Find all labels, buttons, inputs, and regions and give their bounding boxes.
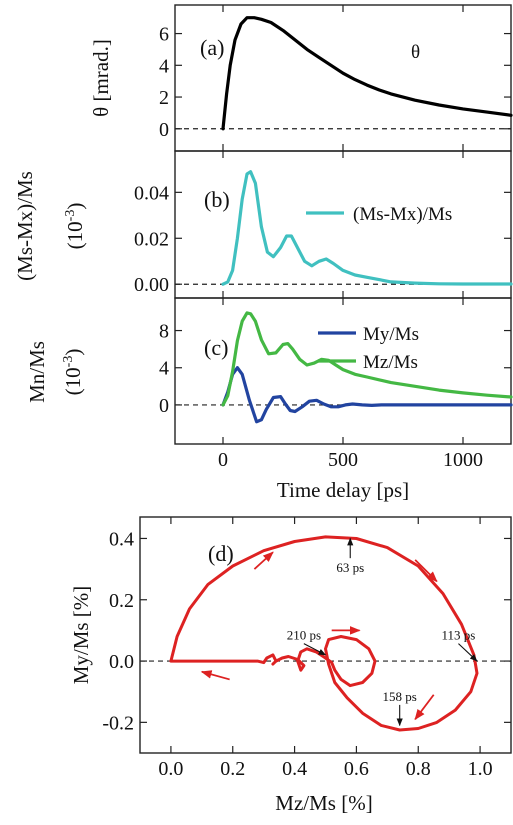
panel-d-series-trajectory-line [169,535,479,732]
panel-d-xtick-label-5: 1.0 [468,758,493,780]
panel-c-ytick-label-1: 4 [159,358,169,380]
panel-d-annotation-arrow-2 [303,643,327,656]
panel-a-series--line [221,16,513,131]
panel-a-ytick-label-2: 4 [159,55,169,77]
legend-my-text: My/Ms [363,324,419,345]
panel-d-direction-arrow-4 [200,670,230,681]
panel-d-direction-arrow-0 [253,551,274,570]
panel-d-ylabel: My/Ms [%] [69,586,93,685]
panel-c-series-mzms-line [221,311,513,407]
panel-a-ytick-label-1: 2 [159,87,169,109]
panel-a-ylabel: θ [mrad.] [89,39,113,117]
panel-d-annotation-2: 210 ps [287,628,321,643]
panel-d-annotation-1: 113 ps [442,628,476,643]
panel-c-xtick-label-0: 0 [218,449,228,471]
panel-d-frame [139,516,512,754]
panel-a-ytick-label-0: 0 [159,119,169,141]
panel-c-xtick-label-1: 500 [328,449,358,471]
panel-c-label: (c) [204,335,228,360]
panel-a-ytick-label-3: 6 [159,24,169,46]
panel-c-series-myms-line [221,366,513,424]
panel-d-direction-arrow-1 [414,559,438,583]
legend-mz-text: Mz/Ms [363,352,418,373]
panel-d-xtick-label-0: 0.0 [158,758,183,780]
panel-b-ytick-label-1: 0.02 [134,228,169,250]
panel-d-ytick-label-2: 0.2 [109,590,134,612]
legend-msmx-text: (Ms-Mx)/Ms [353,204,452,225]
panel-b-ytick-label-0: 0.00 [134,274,169,296]
legend-theta-text: θ [411,42,420,63]
panel-d-xtick-label-4: 0.8 [406,758,431,780]
panel-d-xlabel: Mz/Ms [%] [275,791,372,815]
panel-d-direction-arrow-3 [414,694,435,721]
panel-d-ytick-label-3: 0.4 [109,528,134,550]
panel-b-frame [174,150,512,299]
panel-b-ylabel-unit: (10-3) [63,203,87,250]
panel-c-ytick-label-2: 8 [159,321,169,343]
panel-b-label: (b) [204,187,230,212]
panel-d-ytick-label-0: -0.2 [102,712,134,734]
panel-d-xtick-label-3: 0.6 [344,758,369,780]
plot-layer: 0 2 4 6 0.00 0.02 0.04 0 4 8 0 500 1000 -0.2 0.0 0.2 0.4… [102,5,513,780]
panel-b-ytick-label-2: 0.04 [134,182,169,204]
panel-d-xtick-label-1: 0.2 [220,758,245,780]
panel-d-annotation-3: 158 ps [383,689,417,704]
panel-c-ylabel-unit: (10-3) [61,349,85,396]
panel-c-ylabel: Mn/Ms [25,341,49,403]
panel-b-ylabel: (Ms-Mx)/Ms [13,171,37,281]
panel-d-xtick-label-2: 0.4 [282,758,307,780]
panel-b-series-msmxms-line [221,170,513,286]
panel-a-frame [174,4,512,152]
panel-a-label: (a) [200,35,224,60]
panel-d-annotation-0: 63 ps [336,560,364,575]
panel-c-ytick-label-0: 0 [159,395,169,417]
panel-d-ytick-label-1: 0.0 [109,651,134,673]
panel-c-xlabel: Time delay [ps] [277,478,409,502]
panel-d-annotation-arrow-1 [458,643,478,662]
panel-c-xtick-label-2: 1000 [443,449,483,471]
panel-d-label: (d) [208,541,234,566]
